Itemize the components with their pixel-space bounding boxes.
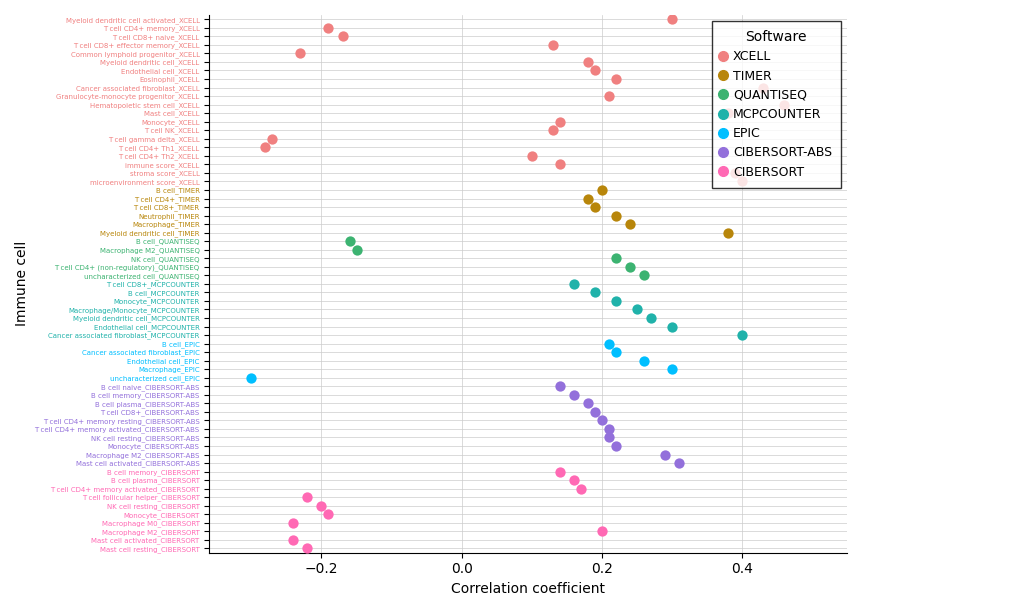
Point: [628, 304, 644, 314]
Point: [593, 415, 609, 425]
Point: [565, 279, 581, 289]
Point: [607, 211, 624, 221]
Point: [621, 219, 637, 229]
Point: [544, 125, 560, 135]
Point: [264, 134, 280, 144]
Point: [586, 202, 602, 212]
Point: [733, 330, 749, 340]
Point: [257, 142, 273, 152]
Point: [551, 467, 568, 477]
Point: [600, 433, 616, 442]
Point: [586, 288, 602, 298]
Point: [320, 23, 336, 33]
Point: [299, 544, 315, 554]
Point: [285, 535, 302, 545]
Point: [579, 57, 595, 67]
Point: [663, 15, 680, 24]
Point: [551, 117, 568, 126]
Point: [733, 177, 749, 186]
X-axis label: Correlation coefficient: Correlation coefficient: [450, 582, 604, 596]
Point: [313, 501, 329, 511]
Point: [669, 458, 686, 468]
Point: [565, 390, 581, 400]
Point: [572, 484, 588, 494]
Point: [642, 313, 658, 323]
Point: [579, 398, 595, 408]
Point: [593, 527, 609, 536]
Point: [565, 475, 581, 485]
Point: [593, 185, 609, 195]
Point: [292, 48, 309, 58]
Point: [551, 381, 568, 391]
Point: [774, 100, 791, 109]
Point: [600, 424, 616, 434]
Point: [586, 65, 602, 75]
Point: [348, 245, 365, 255]
Point: [544, 40, 560, 49]
Point: [299, 492, 315, 502]
Point: [244, 373, 260, 382]
Point: [600, 91, 616, 101]
Point: [607, 441, 624, 451]
Point: [551, 159, 568, 169]
Point: [607, 74, 624, 84]
Point: [719, 228, 736, 238]
Point: [635, 356, 651, 365]
Point: [656, 450, 673, 459]
Point: [341, 236, 358, 246]
Point: [607, 254, 624, 263]
Point: [754, 82, 770, 92]
Point: [635, 271, 651, 280]
Point: [334, 31, 351, 41]
Point: [285, 518, 302, 528]
Point: [600, 338, 616, 348]
Y-axis label: Immune cell: Immune cell: [15, 241, 29, 326]
Point: [663, 321, 680, 331]
Point: [719, 108, 736, 118]
Point: [607, 347, 624, 357]
Point: [579, 194, 595, 203]
Point: [320, 510, 336, 519]
Point: [663, 364, 680, 374]
Point: [726, 168, 742, 178]
Legend: XCELL, TIMER, QUANTISEQ, MCPCOUNTER, EPIC, CIBERSORT-ABS, CIBERSORT: XCELL, TIMER, QUANTISEQ, MCPCOUNTER, EPI…: [711, 21, 840, 188]
Point: [523, 151, 539, 161]
Point: [586, 407, 602, 417]
Point: [607, 296, 624, 306]
Point: [621, 262, 637, 272]
